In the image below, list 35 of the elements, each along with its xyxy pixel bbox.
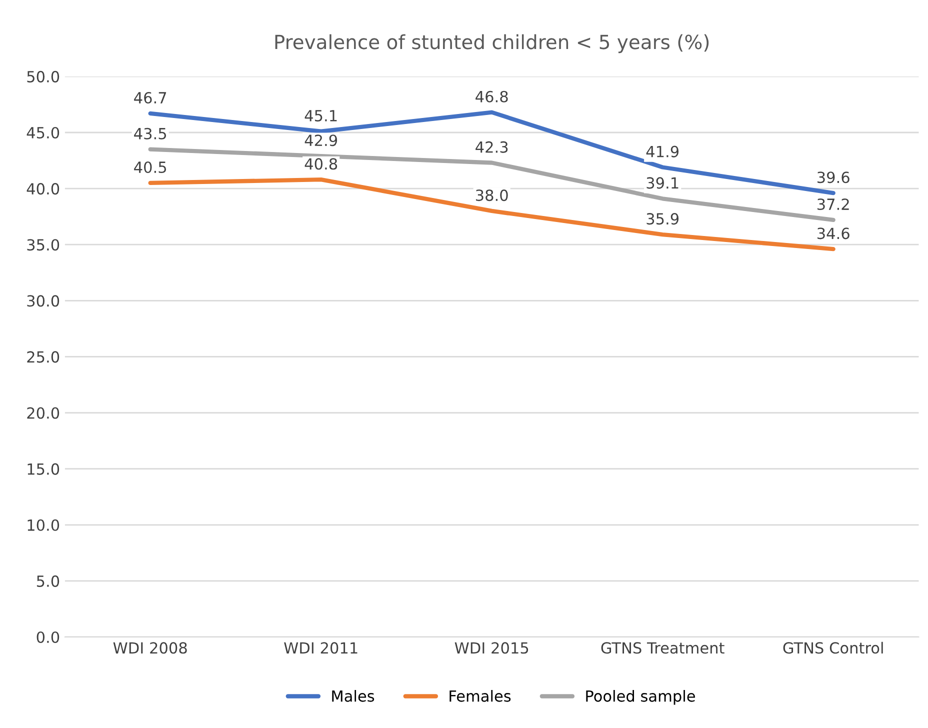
data-label: 42.3 xyxy=(476,141,508,153)
y-tick-label: 10.0 xyxy=(28,519,60,531)
y-tick-label: 50.0 xyxy=(27,70,60,82)
y-tick-label: 35.0 xyxy=(27,239,60,251)
legend-label: Pooled sample xyxy=(586,690,695,705)
y-tick-label: 20.0 xyxy=(27,407,60,419)
x-tick-label: WDI 2015 xyxy=(454,642,528,654)
y-tick-label: 0.0 xyxy=(36,631,60,644)
data-label: 37.2 xyxy=(818,198,849,210)
data-label: 40.5 xyxy=(134,161,166,174)
data-label: 46.7 xyxy=(134,92,166,104)
y-tick-label: 40.0 xyxy=(26,183,60,195)
data-label: 40.8 xyxy=(304,158,338,170)
data-label: 39.1 xyxy=(646,177,678,189)
data-label: 39.6 xyxy=(818,172,850,184)
data-label: 38.0 xyxy=(476,190,508,202)
legend-label: Females xyxy=(450,690,511,702)
data-label: 35.9 xyxy=(646,213,679,225)
x-tick-label: WDI 2008 xyxy=(113,642,187,654)
legend-label: Males xyxy=(332,690,374,702)
y-tick-label: 45.0 xyxy=(26,126,60,139)
data-label: 46.8 xyxy=(476,90,508,102)
data-label: 45.1 xyxy=(304,110,337,122)
x-tick-label: GTNS Treatment xyxy=(601,642,724,654)
data-label: 43.5 xyxy=(134,128,166,140)
data-label: 41.9 xyxy=(646,146,679,158)
chart-title: Prevalence of stunted children < 5 years (%) xyxy=(275,34,709,54)
data-label: 34.6 xyxy=(818,228,850,240)
y-tick-label: 25.0 xyxy=(27,351,60,363)
data-label: 42.9 xyxy=(304,134,338,146)
y-tick-label: 5.0 xyxy=(36,575,60,587)
y-tick-label: 15.0 xyxy=(28,463,60,475)
x-tick-label: GTNS Control xyxy=(783,642,883,654)
x-tick-label: WDI 2011 xyxy=(284,642,358,654)
y-tick-label: 30.0 xyxy=(27,295,60,307)
